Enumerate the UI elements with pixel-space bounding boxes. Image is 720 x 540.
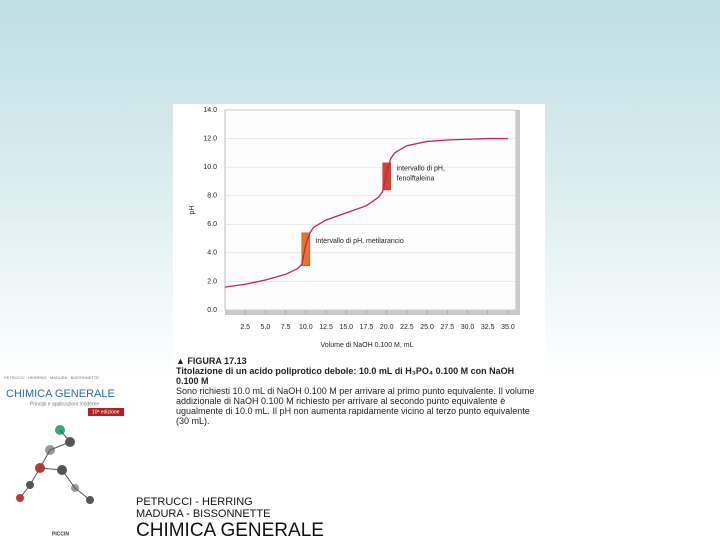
- cover-publisher: PICCIN: [52, 531, 69, 537]
- curve: [224, 137, 508, 288]
- x-tick-label: 20.0: [380, 324, 394, 331]
- book-title: CHIMICA GENERALE: [136, 520, 324, 540]
- y-tick-label: 14.0: [203, 107, 217, 114]
- caption: ▲ FIGURA 17.13 Titolazione di un acido p…: [176, 356, 536, 426]
- book-authors: MADURA - BISSONNETTE: [136, 508, 271, 520]
- indicator-range: [382, 162, 391, 191]
- x-axis-title: Volume di NaOH 0.100 M, mL: [321, 342, 414, 349]
- x-tick-label: 22.5: [400, 324, 414, 331]
- x-tick-label: 5.0: [261, 324, 271, 331]
- caption-body: Sono richiesti 10.0 mL di NaOH 0.100 M p…: [176, 386, 535, 426]
- indicator-label: intervallo di pH,: [397, 166, 445, 173]
- molecule: [16, 425, 94, 504]
- cover-edition: 10ª edizione: [92, 409, 120, 415]
- indicator-label: intervallo di pH, metilarancio: [316, 238, 404, 245]
- book-credit: PETRUCCI - HERRING MADURA - BISSONNETTE …: [136, 496, 324, 540]
- y-tick-label: 12.0: [203, 135, 217, 142]
- x-tick-label: 12.5: [319, 324, 333, 331]
- x-tick-label: 7.5: [281, 324, 291, 331]
- plot-depth: [516, 110, 520, 315]
- indicator-range: [301, 232, 311, 266]
- caption-title: Titolazione di un acido poliprotico debo…: [176, 366, 515, 386]
- edition-band: [88, 408, 124, 416]
- y-tick-label: 2.0: [207, 278, 217, 285]
- x-tick-label: 17.5: [360, 324, 374, 331]
- y-tick-label: 4.0: [207, 250, 217, 257]
- plot-area: [224, 109, 517, 311]
- cover-authors: PETRUCCI · HERRING · MADURA · BISSONNETT…: [4, 375, 99, 380]
- figure-label: ▲ FIGURA 17.13: [176, 356, 247, 366]
- y-tick-label: 6.0: [207, 221, 217, 228]
- x-tick-label: 25.0: [420, 324, 434, 331]
- x-tick-label: 2.5: [240, 324, 250, 331]
- book-authors: PETRUCCI - HERRING: [136, 496, 253, 508]
- y-axis-title: pH: [189, 206, 196, 215]
- cover-title: CHIMICA GENERALE: [6, 388, 115, 400]
- cover-art: PETRUCCI · HERRING · MADURA · BISSONNETT…: [4, 375, 124, 537]
- x-tick-label: 30.0: [461, 324, 475, 331]
- x-tick-label: 27.5: [440, 324, 454, 331]
- x-tick-label: 35.0: [501, 324, 515, 331]
- y-tick-label: 8.0: [207, 193, 217, 200]
- plot-depth: [225, 310, 520, 315]
- cover-subtitle: Principi e applicazioni moderne: [30, 401, 99, 407]
- y-tick-label: 10.0: [203, 164, 217, 171]
- y-tick-label: 0.0: [207, 307, 217, 314]
- x-tick-label: 10.0: [299, 324, 313, 331]
- book-cover: PETRUCCI · HERRING · MADURA · BISSONNETT…: [0, 370, 132, 540]
- x-tick-label: 15.0: [339, 324, 353, 331]
- x-tick-label: 32.5: [481, 324, 495, 331]
- indicator-label: fenolftaleina: [397, 176, 435, 183]
